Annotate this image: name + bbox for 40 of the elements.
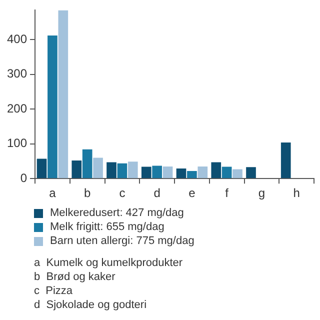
legend-label: Melkeredusert: 427 mg/dag bbox=[50, 206, 184, 220]
bar bbox=[232, 169, 242, 178]
bar bbox=[211, 162, 222, 178]
bar bbox=[152, 166, 162, 178]
bar bbox=[36, 158, 47, 178]
y-tick-label: 0 bbox=[20, 170, 28, 185]
bar bbox=[246, 167, 256, 178]
bar bbox=[280, 142, 291, 178]
bar bbox=[222, 166, 232, 178]
y-tick-label: 300 bbox=[6, 66, 28, 81]
y-tick-label: 200 bbox=[6, 101, 28, 116]
bar bbox=[93, 158, 103, 178]
x-tick-label: e bbox=[188, 186, 196, 200]
legend-label: Barn uten allergi: 775 mg/dag bbox=[50, 234, 194, 248]
x-tick-label: d bbox=[154, 186, 160, 200]
bar bbox=[117, 163, 128, 178]
x-tick-label: f bbox=[225, 186, 230, 200]
bar bbox=[162, 166, 173, 178]
x-tick-label: a bbox=[49, 186, 56, 200]
x-tick-label: c bbox=[119, 186, 126, 200]
bar bbox=[106, 162, 116, 178]
bar bbox=[187, 170, 197, 178]
text: d Sjokolade og godteri bbox=[34, 298, 148, 312]
legend-label: Melk frigitt: 655 mg/dag bbox=[50, 220, 164, 234]
y-tick-label: 100 bbox=[6, 136, 28, 150]
bar bbox=[72, 160, 82, 178]
x-tick-label: b bbox=[84, 186, 91, 200]
bar bbox=[128, 162, 138, 178]
x-tick-label: h bbox=[293, 186, 300, 200]
text: b Brød og kaker bbox=[34, 270, 116, 284]
bar bbox=[58, 10, 68, 178]
bar bbox=[198, 166, 208, 178]
text: c Pizza bbox=[34, 284, 74, 298]
bar bbox=[82, 149, 92, 178]
bar bbox=[48, 36, 58, 178]
text: a Kumelk og kumelkprodukter bbox=[34, 256, 183, 270]
bar bbox=[141, 166, 152, 178]
x-tick-label: g bbox=[258, 186, 266, 200]
bar bbox=[176, 168, 186, 178]
y-tick-label: 400 bbox=[6, 32, 28, 46]
